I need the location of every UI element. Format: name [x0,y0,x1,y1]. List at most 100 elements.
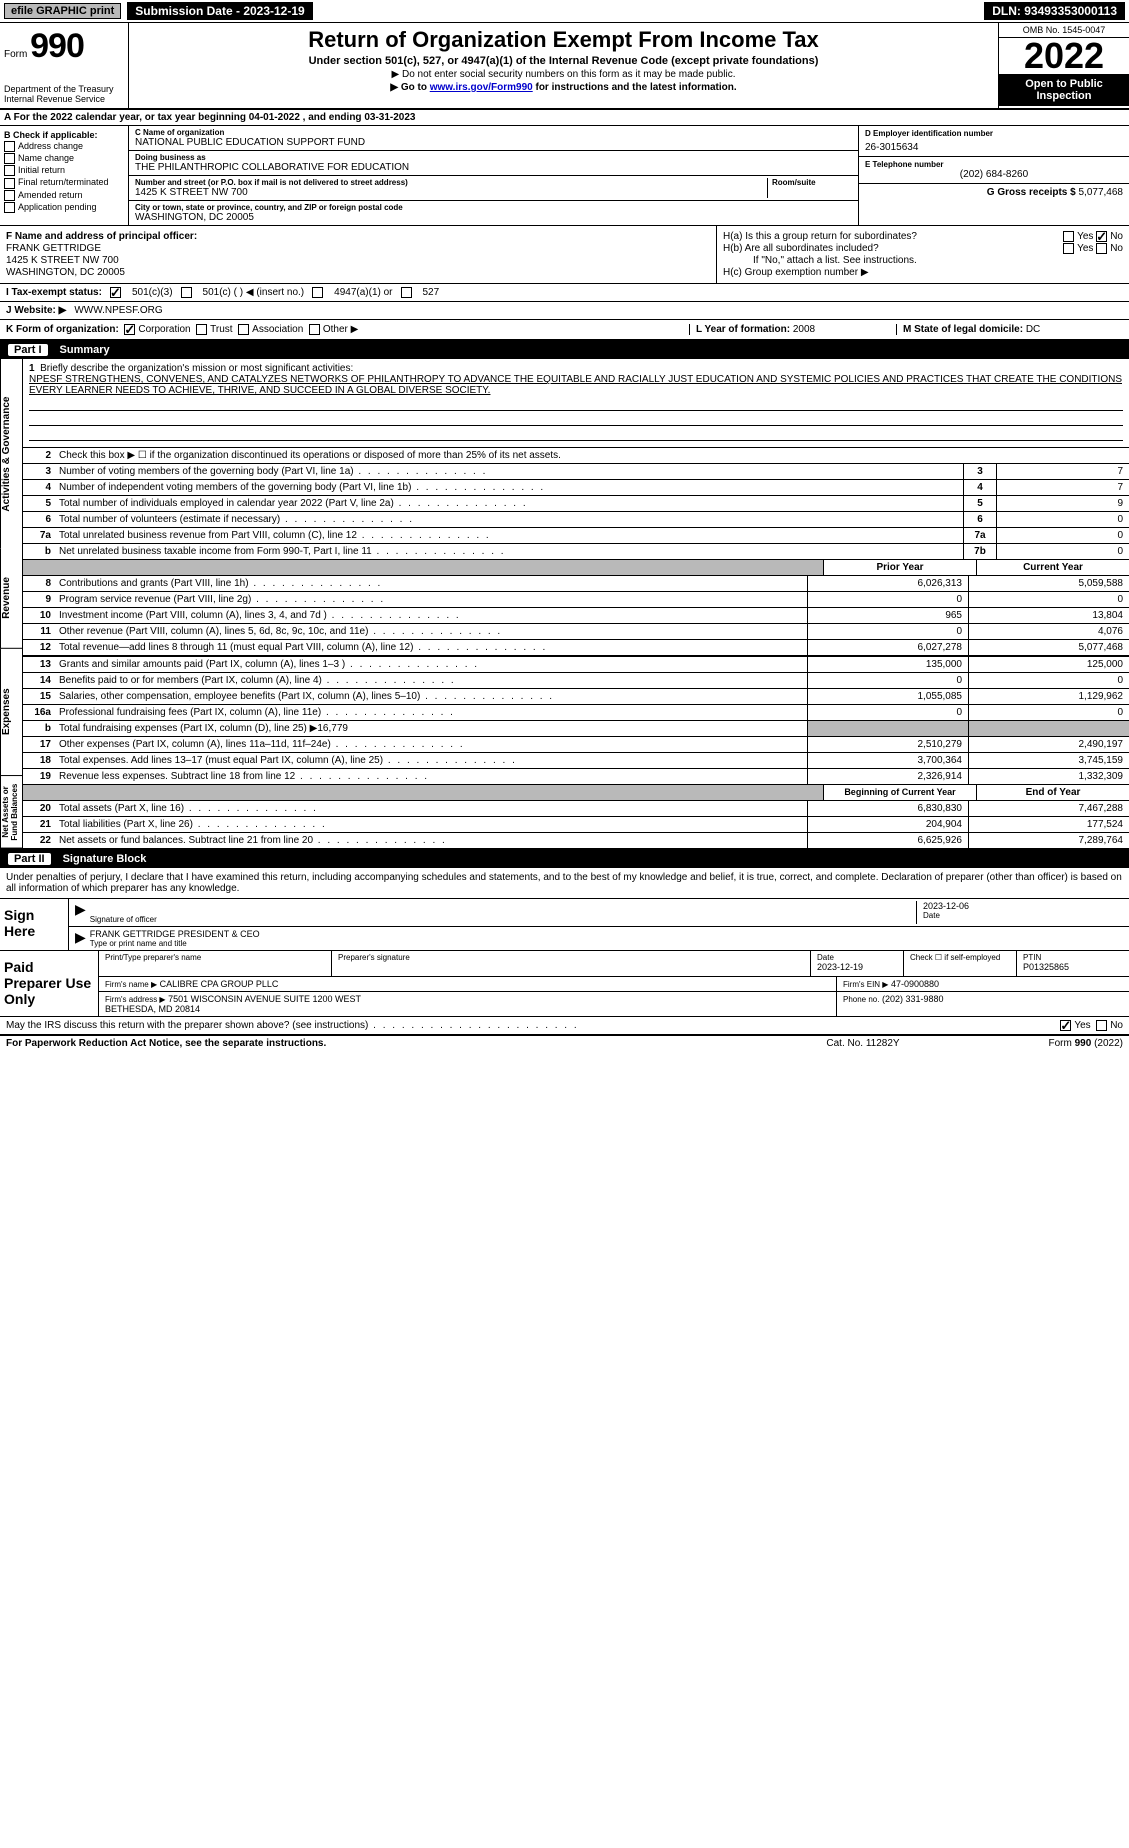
col-c-org-info: C Name of organization NATIONAL PUBLIC E… [129,126,858,225]
discuss-yes[interactable] [1060,1020,1071,1031]
l-label: L Year of formation: [696,324,790,335]
table-row: 8Contributions and grants (Part VIII, li… [23,575,1129,591]
signature-declaration: Under penalties of perjury, I declare th… [0,868,1129,899]
chk-trust[interactable] [196,324,207,335]
row-j: J Website: ▶ WWW.NPESF.ORG [0,302,1129,320]
table-row: 22Net assets or fund balances. Subtract … [23,832,1129,848]
prep-date: 2023-12-19 [817,962,897,972]
form-title-box: Return of Organization Exempt From Incom… [129,23,998,108]
table-row: 12Total revenue—add lines 8 through 11 (… [23,639,1129,655]
irs-label: Internal Revenue Service [4,94,124,104]
table-row: 15Salaries, other compensation, employee… [23,688,1129,704]
form-meta-box: OMB No. 1545-0047 2022 Open to Public In… [998,23,1129,108]
table-row: bTotal fundraising expenses (Part IX, co… [23,720,1129,736]
page-footer: For Paperwork Reduction Act Notice, see … [0,1036,1129,1051]
arrow-icon: ▶ [75,901,86,924]
chk-501c3[interactable] [110,287,121,298]
sig-date: 2023-12-06 [923,901,1123,911]
table-row: 13Grants and similar amounts paid (Part … [23,656,1129,672]
chk-other[interactable] [309,324,320,335]
tel-value: (202) 684-8260 [865,169,1123,180]
chk-name-change[interactable] [4,153,15,164]
form-subtitle-2: ▶ Do not enter social security numbers o… [139,69,988,80]
table-row: 21Total liabilities (Part X, line 26)204… [23,816,1129,832]
print-name-label: Type or print name and title [90,939,1123,948]
row-i: I Tax-exempt status: 501(c)(3) 501(c) ( … [0,284,1129,302]
firm-ein-label: Firm's EIN ▶ [843,980,888,989]
chk-final-return[interactable] [4,178,15,189]
part2-label: Part II [8,853,51,865]
part1-label: Part I [8,344,48,356]
form-subtitle-1: Under section 501(c), 527, or 4947(a)(1)… [139,55,988,67]
ha-yes[interactable] [1063,231,1074,242]
submission-date: Submission Date - 2023-12-19 [127,2,312,20]
chk-address-change[interactable] [4,141,15,152]
table-row: 16aProfessional fundraising fees (Part I… [23,704,1129,720]
part1-title: Summary [60,344,110,356]
prep-date-label: Date [817,953,897,962]
irs-discuss-question: May the IRS discuss this return with the… [6,1020,1060,1031]
chk-application-pending[interactable] [4,202,15,213]
chk-501c[interactable] [181,287,192,298]
chk-assoc[interactable] [238,324,249,335]
blank-line [29,398,1123,411]
irs-link[interactable]: www.irs.gov/Form990 [430,82,533,93]
ptin-label: PTIN [1023,953,1123,962]
paid-preparer-block: Paid Preparer Use Only Print/Type prepar… [0,951,1129,1017]
blank-line [29,413,1123,426]
part1-header: Part I Summary [0,341,1129,359]
chk-4947[interactable] [312,287,323,298]
prior-year-header: Prior Year [823,560,976,575]
vtab-governance: Activities & Governance [0,359,23,549]
i-label: I Tax-exempt status: [6,287,102,298]
tel-label: E Telephone number [865,160,1123,169]
ein-value: 26-3015634 [865,142,1123,153]
city-value: WASHINGTON, DC 20005 [135,212,852,223]
chk-527[interactable] [401,287,412,298]
discuss-no[interactable] [1096,1020,1107,1031]
col-deg: D Employer identification number 26-3015… [858,126,1129,225]
table-row: 14Benefits paid to or for members (Part … [23,672,1129,688]
ha-no[interactable] [1096,231,1107,242]
table-row: 10Investment income (Part VIII, column (… [23,607,1129,623]
hb-yes[interactable] [1063,243,1074,254]
website-value: WWW.NPESF.ORG [74,305,162,316]
arrow-icon: ▶ [75,929,86,948]
paperwork-notice: For Paperwork Reduction Act Notice, see … [6,1038,763,1049]
firm-name: CALIBRE CPA GROUP PLLC [160,979,279,989]
table-row: 2Check this box ▶ ☐ if the organization … [23,448,1129,464]
print-prep-label: Print/Type preparer's name [105,953,325,962]
col-b-title: B Check if applicable: [4,130,124,140]
ptin-value: P01325865 [1023,962,1123,972]
mission-num: 1 [29,363,35,374]
mission-label: Briefly describe the organization's miss… [40,363,353,374]
form-subtitle-3: ▶ Go to www.irs.gov/Form990 for instruct… [139,82,988,93]
vtab-revenue: Revenue [0,549,23,649]
tax-year: 2022 [999,38,1129,74]
form-header: Form 990 Department of the Treasury Inte… [0,23,1129,110]
chk-corp[interactable] [124,324,135,335]
part1-body: Activities & Governance Revenue Expenses… [0,359,1129,850]
officer-addr1: 1425 K STREET NW 700 [6,255,710,266]
section-bcd: B Check if applicable: Address change Na… [0,126,1129,226]
l-value: 2008 [793,324,815,335]
beg-year-header: Beginning of Current Year [823,785,976,800]
self-employed-check: Check ☐ if self-employed [904,951,1017,976]
hb-label: H(b) Are all subordinates included? [723,243,1063,254]
vtab-netassets: Net Assets or Fund Balances [0,776,23,849]
city-label: City or town, state or province, country… [135,203,852,212]
cat-no: Cat. No. 11282Y [763,1038,963,1049]
chk-initial-return[interactable] [4,165,15,176]
prep-sig-label: Preparer's signature [338,953,804,962]
table-row: 7aTotal unrelated business revenue from … [23,528,1129,544]
table-row: 6Total number of volunteers (estimate if… [23,512,1129,528]
dln: DLN: 93493353000113 [984,2,1125,20]
dba-label: Doing business as [135,153,852,162]
chk-amended[interactable] [4,190,15,201]
governance-rows: 2Check this box ▶ ☐ if the organization … [23,448,1129,560]
table-row: bNet unrelated business taxable income f… [23,544,1129,560]
ein-label: D Employer identification number [865,129,1123,138]
hc-label: H(c) Group exemption number ▶ [723,267,1123,278]
hb-no[interactable] [1096,243,1107,254]
form-ref: Form 990 (2022) [963,1038,1123,1049]
